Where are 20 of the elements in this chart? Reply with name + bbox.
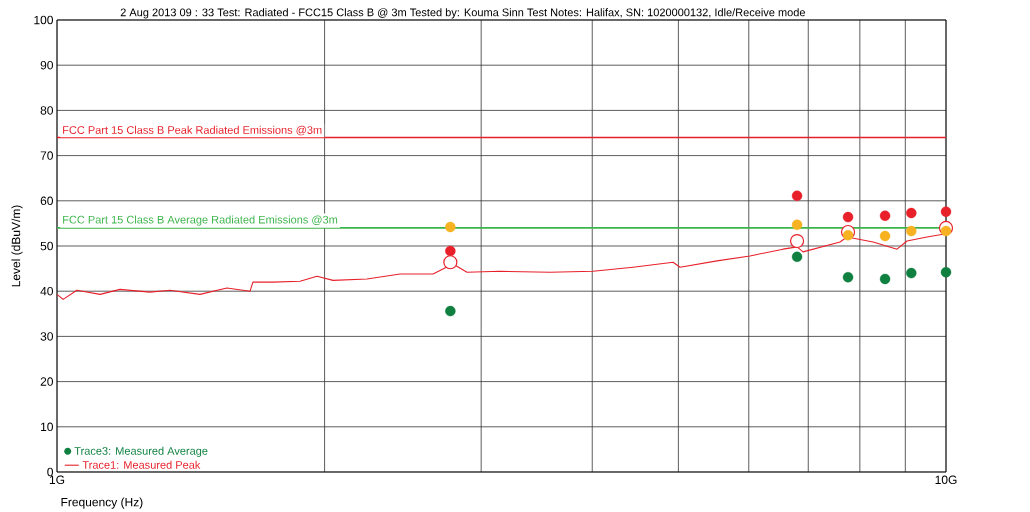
y-tick-label: 40 — [40, 286, 54, 296]
y-tick-label: 70 — [40, 151, 54, 160]
y-tick-label: 20 — [40, 377, 54, 386]
legend-label: Trace3: Measured Average — [74, 446, 208, 457]
y-tick-label: 100 — [34, 15, 53, 25]
legend-label: Trace1: Measured Peak — [82, 460, 201, 469]
chart-title: 2 Aug 2013 09 : 33 Test: Radiated - FCC15 Class B @ 3m Tested by: Kouma Sinn Test Notes: Halifax, SN: 1020000132, Idle/Receive mode — [120, 8, 805, 19]
y-axis-title: Level (dBuV/m) — [11, 205, 23, 287]
x-tick-label: 1G — [49, 475, 65, 485]
x-tick-label: 10G — [935, 475, 957, 485]
y-tick-label: 80 — [40, 106, 54, 115]
y-tick-label: 50 — [40, 241, 54, 251]
y-tick-label: 60 — [40, 196, 54, 206]
y-tick-label: 0 — [47, 467, 54, 477]
x-axis-title: Frequency (Hz) — [61, 497, 143, 509]
y-tick-label: 30 — [40, 332, 54, 341]
ref-line-label: FCC Part 15 Class B Average Radiated Emissions @3m — [63, 215, 338, 226]
y-tick-label: 90 — [40, 60, 54, 70]
ref-line-label: FCC Part 15 Class B Peak Radiated Emissions @3m — [63, 125, 322, 136]
y-tick-label: 10 — [41, 422, 54, 432]
